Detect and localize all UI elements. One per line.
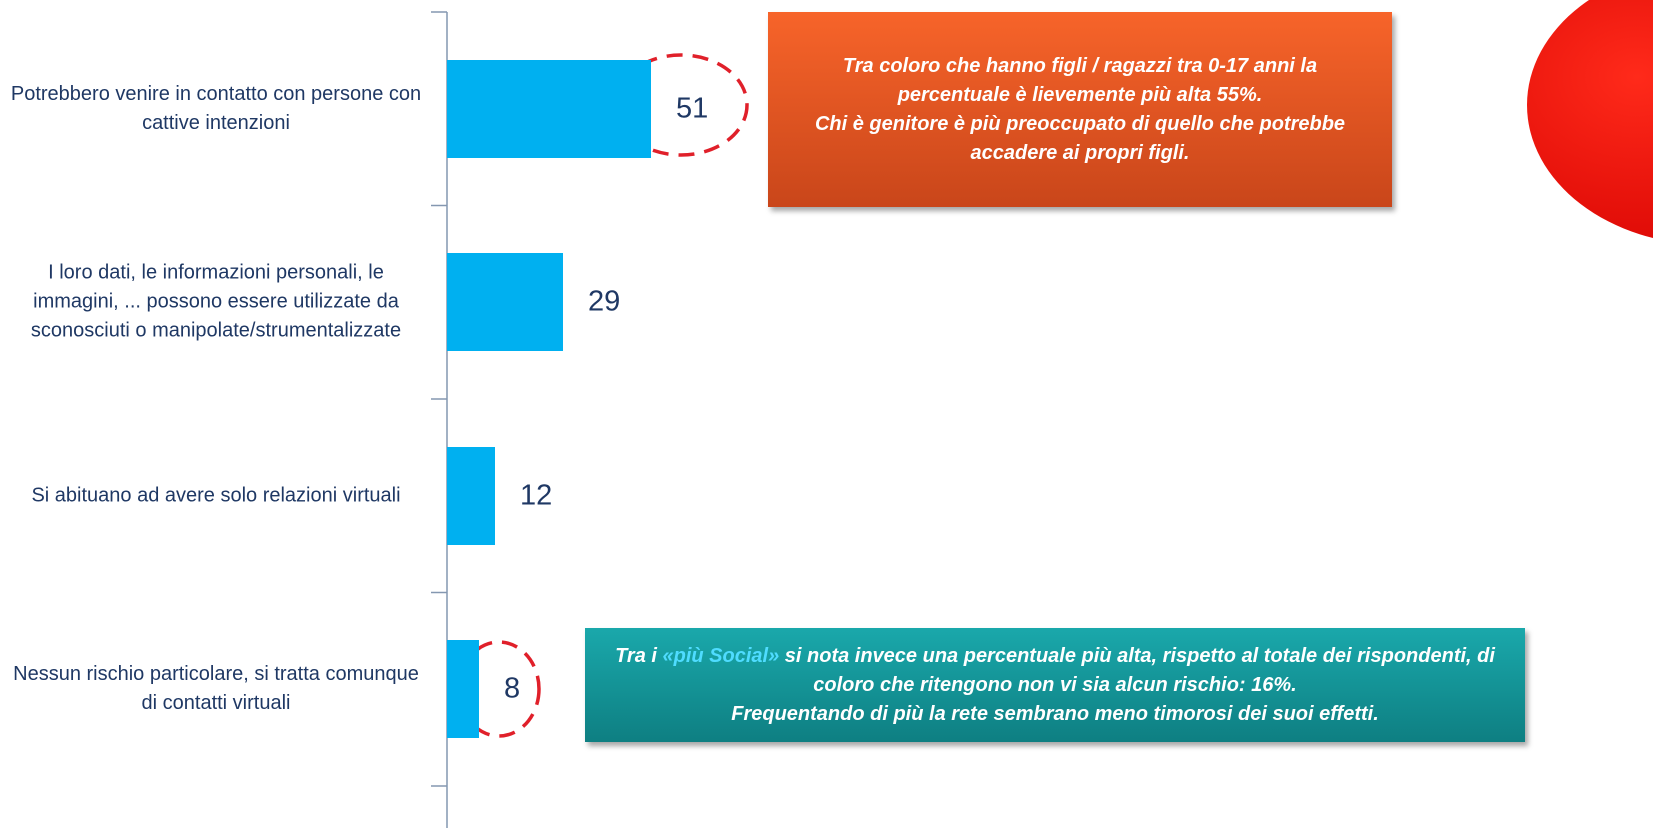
annotation-text: Chi è genitore è più preoccupato di quel… bbox=[814, 112, 1346, 164]
annotation-paragraph: Tra coloro che hanno figli / ragazzi tra… bbox=[808, 52, 1352, 110]
annotation-box: Tra coloro che hanno figli / ragazzi tra… bbox=[768, 12, 1392, 207]
category-label: Nessun rischio particolare, si tratta co… bbox=[13, 663, 419, 715]
bar bbox=[447, 253, 563, 352]
annotation-text: si nota invece una percentuale più alta,… bbox=[779, 644, 1495, 696]
bar bbox=[447, 446, 495, 545]
red-circle bbox=[1527, 0, 1653, 239]
value-label: 51 bbox=[676, 92, 709, 125]
annotation-box: Tra i «più Social» si nota invece una pe… bbox=[585, 628, 1525, 742]
bar bbox=[447, 59, 651, 158]
category-label: Si abituano ad avere solo relazioni virt… bbox=[31, 484, 401, 507]
annotation-paragraph: Tra i «più Social» si nota invece una pe… bbox=[595, 642, 1515, 700]
value-label: 8 bbox=[504, 672, 521, 705]
annotation-text: Tra i bbox=[615, 644, 663, 667]
annotation-text: «più Social» bbox=[662, 644, 780, 667]
category-label: I loro dati, le informazioni personali, … bbox=[30, 261, 402, 342]
annotation-paragraph: Frequentando di più la rete sembrano men… bbox=[595, 700, 1515, 729]
category-label: Potrebbero venire in contatto con person… bbox=[10, 82, 422, 134]
annotation-text: Frequentando di più la rete sembrano men… bbox=[731, 702, 1379, 725]
annotation-text: Tra coloro che hanno figli / ragazzi tra… bbox=[842, 54, 1318, 106]
value-label: 29 bbox=[588, 285, 621, 318]
annotation-paragraph: Chi è genitore è più preoccupato di quel… bbox=[808, 110, 1352, 168]
value-label: 12 bbox=[520, 479, 553, 512]
bar bbox=[447, 640, 479, 739]
